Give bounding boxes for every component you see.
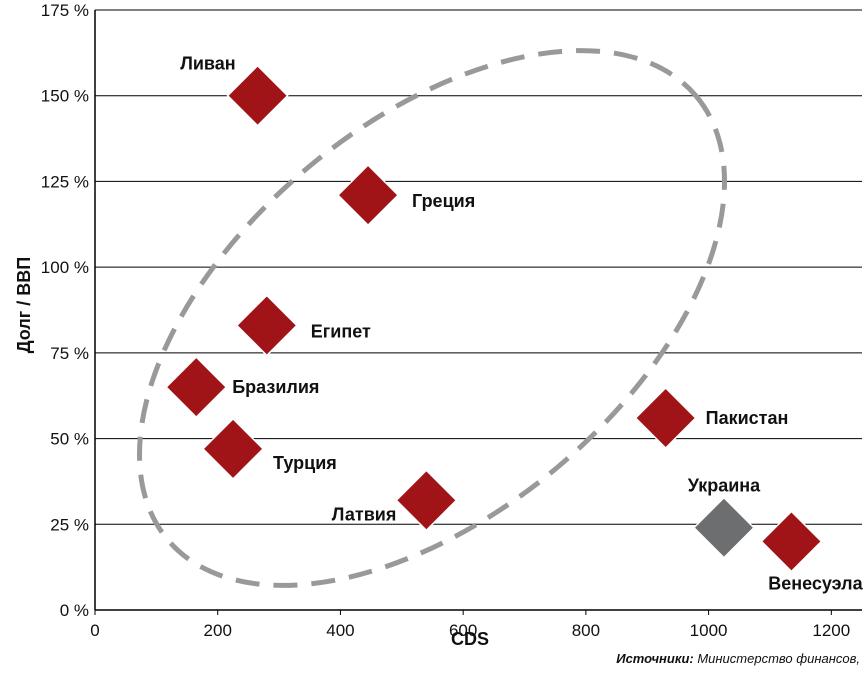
point-marker — [692, 496, 756, 559]
point-label: Турция — [273, 453, 337, 473]
x-tick-label: 1200 — [812, 621, 850, 640]
x-tick-label: 600 — [449, 621, 477, 640]
point-label: Греция — [412, 191, 475, 211]
data-points: Ливан Греция Египет Бразилия Турция Латвия Пак… — [165, 54, 864, 593]
group-ellipse — [136, 48, 728, 588]
point-label: Венесуэла — [768, 573, 863, 593]
y-tick-label: 150 % — [41, 87, 89, 106]
point-marker — [634, 386, 697, 450]
y-tick-label: 125 % — [41, 172, 89, 191]
source-text: Министерство финансов, — [693, 651, 860, 666]
point-marker — [235, 294, 298, 357]
point-label: Украина — [688, 476, 761, 496]
x-tick-label: 400 — [326, 621, 354, 640]
point-marker — [336, 164, 400, 227]
source-note: Источники: Министерство финансов, — [616, 651, 860, 666]
x-axis-title: CDS — [451, 629, 489, 649]
point-label: Египет — [311, 321, 371, 341]
point-marker — [226, 64, 289, 127]
x-tick-label: 200 — [204, 621, 232, 640]
y-tick-label: 0 % — [60, 601, 89, 620]
x-tick-label: 1000 — [690, 621, 728, 640]
point-label: Латвия — [332, 504, 397, 524]
point-marker — [395, 469, 458, 532]
point-label: Пакистан — [706, 408, 789, 428]
x-tick-label: 800 — [572, 621, 600, 640]
point-label: Ливан — [180, 54, 235, 74]
y-tick-label: 100 % — [41, 258, 89, 277]
point-marker — [760, 510, 823, 573]
x-tick-label: 0 — [90, 621, 99, 640]
y-tick-label: 175 % — [41, 1, 89, 20]
axes: CDS Долг / ВВП 0 % 25 % 50 % 75 % 100 % 125 %… — [14, 1, 862, 649]
point-marker — [201, 417, 265, 480]
dashed-ellipse-annotation — [136, 48, 728, 588]
point-label: Бразилия — [232, 377, 319, 397]
point-marker — [165, 356, 228, 419]
y-tick-label: 25 % — [50, 515, 89, 534]
source-prefix: Источники: — [616, 651, 694, 666]
y-axis-title: Долг / ВВП — [14, 257, 34, 353]
y-tick-label: 50 % — [50, 430, 89, 449]
y-tick-label: 75 % — [50, 344, 89, 363]
